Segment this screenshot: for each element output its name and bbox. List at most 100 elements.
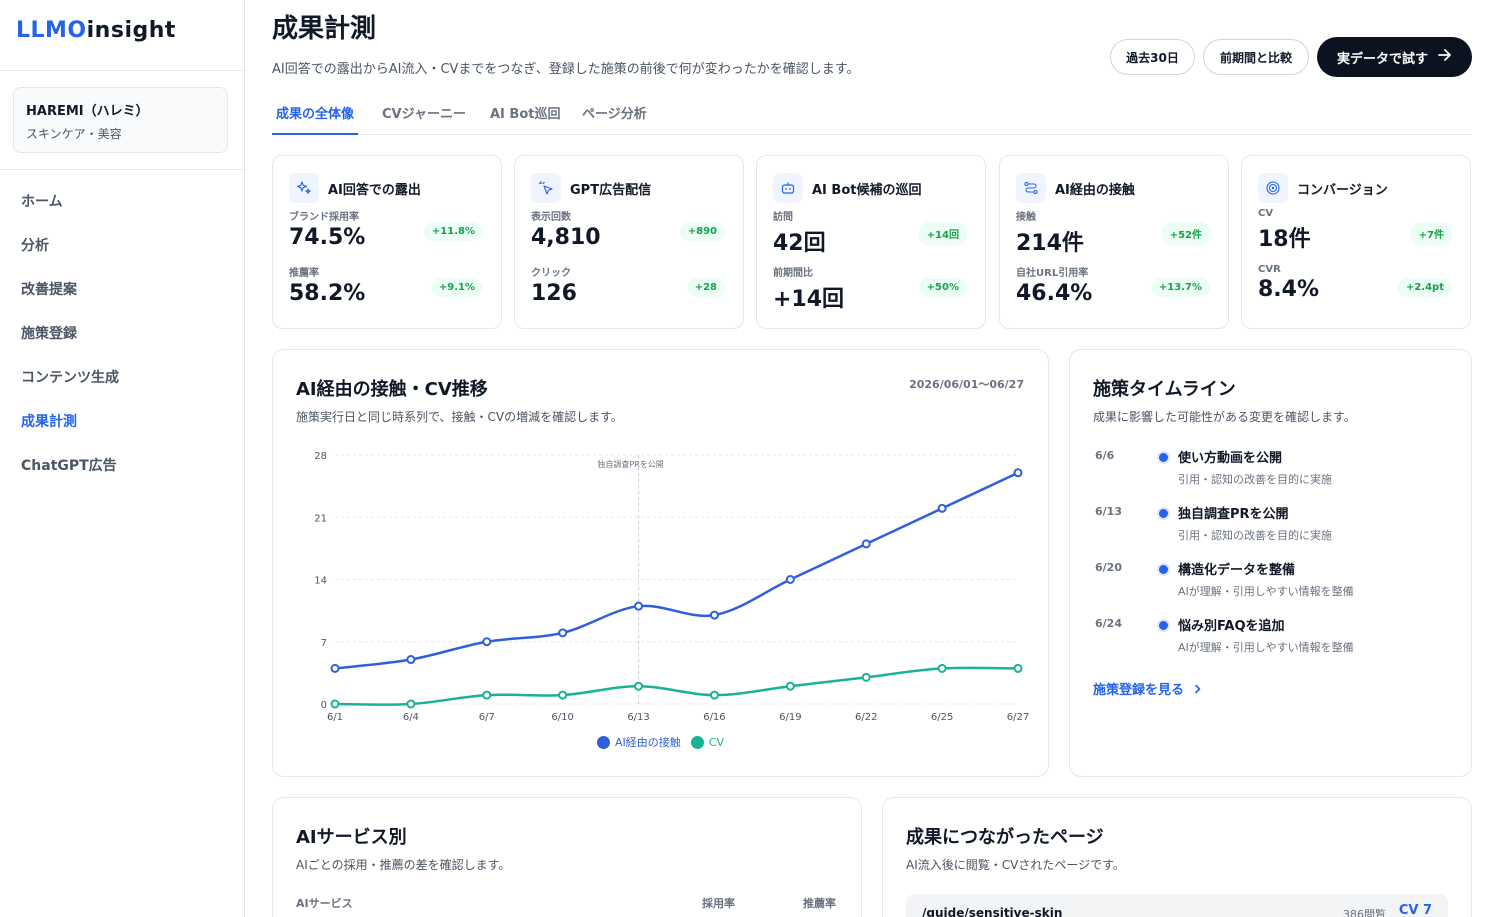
metric-label: CV: [1258, 208, 1274, 219]
timeline-dot: [1157, 451, 1170, 464]
data-point: [1013, 468, 1023, 478]
app-logo[interactable]: LLMOinsight: [16, 18, 176, 43]
timeline-dot: [1157, 619, 1170, 632]
try-real-data-button[interactable]: 実データで試す: [1317, 37, 1472, 77]
metric-value: 46.4%: [1016, 281, 1093, 306]
x-tick-label: 6/16: [703, 712, 725, 723]
timeline-item[interactable]: 6/20 構造化データを整備 AIが理解・引用しやすい情報を整備: [1093, 561, 1453, 617]
timeline-item[interactable]: 6/6 使い方動画を公開 引用・認知の改善を目的に実施: [1093, 449, 1453, 505]
metric-label: 自社URL引用率: [1016, 268, 1089, 279]
tab-overview[interactable]: 成果の全体像: [272, 98, 359, 135]
workspace-switcher[interactable]: HAREMI（ハレミ） スキンケア・美容: [13, 87, 228, 153]
trend-chart: 0 7 14 21 28 6/1 6/4 6/7 6/10 6/13 6/16 6/19 6/22 6/2…: [314, 451, 1029, 723]
period-button[interactable]: 過去30日: [1110, 39, 1195, 75]
delta-badge: +14回: [918, 222, 967, 245]
timeline-title: 使い方動画を公開: [1178, 451, 1283, 466]
metric-value: 42回: [773, 231, 826, 256]
sidebar-divider: [0, 70, 244, 71]
kpi-metric: CVR 8.4% +2.4pt: [1258, 264, 1454, 316]
kpi-title: AI回答での露出: [328, 182, 421, 198]
metric-value: 4,810: [531, 225, 601, 250]
x-tick-label: 6/1: [327, 712, 343, 723]
delta-badge: +11.8%: [423, 222, 483, 241]
data-point: [406, 655, 416, 665]
tab-bar: 成果の全体像 CVジャーニー AI Bot巡回 ページ分析: [272, 98, 1472, 135]
data-point: [558, 628, 568, 638]
page-views: 386閲覧: [1343, 908, 1386, 917]
column-header-adoption: 採用率: [702, 897, 735, 910]
timeline-panel: 施策タイムライン 成果に影響した可能性がある変更を確認します。 6/6 使い方動…: [1069, 349, 1472, 777]
timeline-item[interactable]: 6/24 悩み別FAQを追加 AIが理解・引用しやすい情報を整備: [1093, 617, 1453, 673]
page-cv: CV 7: [1398, 903, 1432, 917]
metric-value: 8.4%: [1258, 277, 1320, 302]
chart-legend: AI経由の接触 CV: [273, 734, 1048, 750]
page-description: AI回答での露出からAI流入・CVまでをつなぎ、登録した施策の前後で何が変わった…: [272, 62, 860, 77]
data-point: [861, 539, 871, 549]
kpi-card-gpt-ads: GPT広告配信 表示回数 4,810 +890 クリック 126 +28: [514, 155, 744, 329]
sidebar-item-content-generation[interactable]: コンテンツ生成: [21, 370, 119, 386]
metric-label: 推薦率: [289, 268, 319, 279]
data-point: [709, 610, 719, 620]
annotation-label: 独自調査PRを公開: [597, 459, 663, 469]
legend-item-contacts[interactable]: AI経由の接触: [597, 734, 681, 750]
tab-ai-bot-crawl[interactable]: AI Bot巡回: [490, 107, 561, 122]
page-row[interactable]: /guide/sensitive-skin 386閲覧 CV 7: [906, 894, 1448, 917]
metric-label: ブランド採用率: [289, 212, 359, 223]
legend-item-cv[interactable]: CV: [690, 734, 724, 750]
data-point: [406, 699, 416, 709]
data-point: [861, 672, 871, 682]
kpi-metric: 接触 214件 +52件: [1016, 208, 1212, 260]
metric-label: 訪問: [773, 212, 793, 223]
route-icon: [1016, 173, 1046, 203]
chevron-right-icon: [1189, 683, 1203, 698]
timeline-dot: [1157, 563, 1170, 576]
data-point: [330, 663, 340, 673]
x-tick-label: 6/25: [931, 712, 953, 723]
kpi-metric: 前期間比 +14回 +50%: [773, 264, 969, 316]
metric-value: 126: [531, 281, 577, 306]
delta-badge: +890: [679, 222, 725, 241]
sidebar-item-chatgpt-ads[interactable]: ChatGPT広告: [21, 458, 117, 474]
main-content: 成果計測 AI回答での露出からAI流入・CVまでをつなぎ、登録した施策の前後で何…: [245, 0, 1494, 917]
delta-badge: +50%: [918, 278, 967, 297]
sidebar-divider: [0, 169, 244, 170]
data-point: [482, 637, 492, 647]
converting-pages-subtitle: AI流入後に閲覧・CVされたページです。: [906, 858, 1125, 872]
ai-service-panel-subtitle: AIごとの採用・推薦の差を確認します。: [296, 858, 511, 872]
sidebar-item-improvements[interactable]: 改善提案: [21, 282, 77, 298]
page-title: 成果計測: [272, 14, 377, 44]
sidebar-item-home[interactable]: ホーム: [21, 194, 63, 210]
y-tick-label: 7: [321, 638, 327, 649]
x-tick-label: 6/22: [855, 712, 877, 723]
ai-service-panel-title: AIサービス別: [296, 827, 407, 848]
timeline-desc: AIが理解・引用しやすい情報を整備: [1178, 585, 1354, 598]
delta-badge: +52件: [1161, 222, 1210, 245]
column-header-service: AIサービス: [296, 897, 353, 910]
legend-label: CV: [708, 735, 724, 749]
workspace-category: スキンケア・美容: [26, 127, 122, 141]
view-initiatives-link[interactable]: 施策登録を見る: [1093, 679, 1203, 698]
metric-value: +14回: [773, 287, 845, 312]
tab-page-analysis[interactable]: ページ分析: [582, 107, 647, 122]
x-tick-label: 6/7: [479, 712, 495, 723]
timeline-item[interactable]: 6/13 独自調査PRを公開 引用・認知の改善を目的に実施: [1093, 505, 1453, 561]
data-point: [634, 601, 644, 611]
timeline-date: 6/24: [1095, 617, 1122, 630]
data-point: [482, 690, 492, 700]
sidebar-item-measurement[interactable]: 成果計測: [21, 414, 77, 430]
arrow-right-icon: [1438, 49, 1452, 65]
series-line: [334, 471, 1019, 670]
metric-label: 接触: [1016, 212, 1036, 223]
view-initiatives-label: 施策登録を見る: [1093, 683, 1185, 698]
kpi-metric: ブランド採用率 74.5% +11.8%: [289, 208, 485, 260]
compare-button[interactable]: 前期間と比較: [1203, 39, 1309, 75]
sidebar-item-analysis[interactable]: 分析: [21, 238, 49, 254]
ai-service-panel: AIサービス別 AIごとの採用・推薦の差を確認します。 AIサービス 採用率 推…: [272, 797, 862, 917]
y-tick-label: 0: [321, 700, 327, 711]
sidebar-item-initiatives[interactable]: 施策登録: [21, 326, 77, 342]
timeline-panel-subtitle: 成果に影響した可能性がある変更を確認します。: [1093, 410, 1356, 424]
kpi-title: コンバージョン: [1297, 182, 1388, 198]
x-tick-label: 6/10: [551, 712, 573, 723]
kpi-metric: 推薦率 58.2% +9.1%: [289, 264, 485, 316]
tab-cv-journey[interactable]: CVジャーニー: [382, 107, 466, 122]
